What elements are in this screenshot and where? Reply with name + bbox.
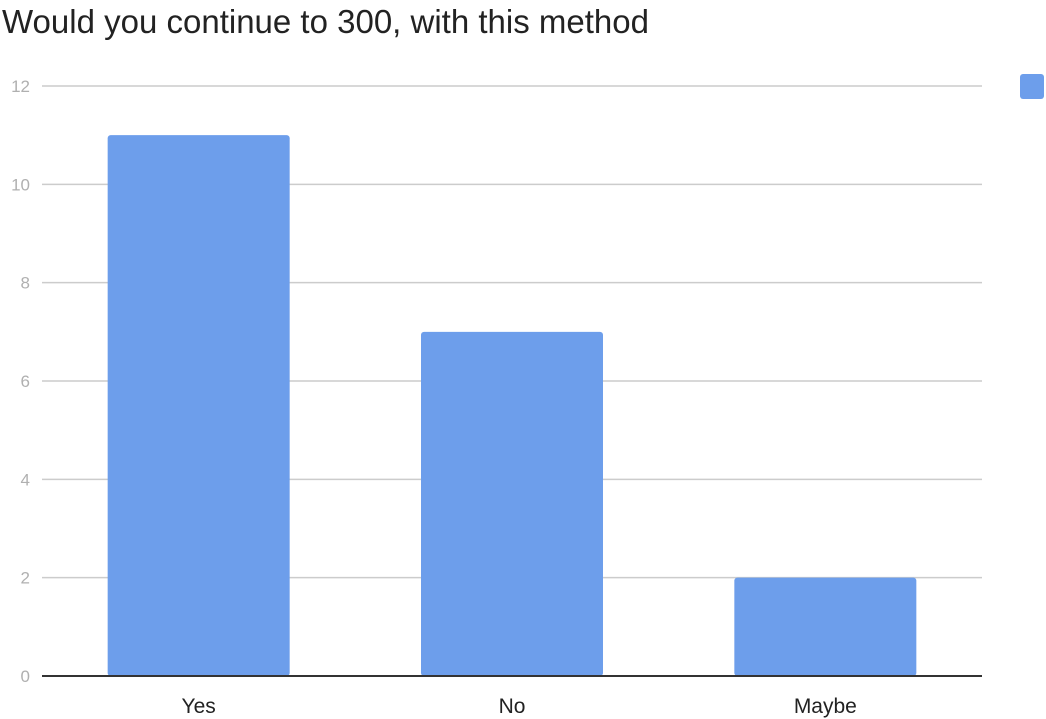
bar-maybe (734, 577, 917, 676)
x-axis-labels: Yes No Maybe (182, 695, 857, 718)
y-tick-label: 4 (21, 470, 30, 489)
legend-swatch (1020, 74, 1044, 99)
x-category-label: Maybe (794, 695, 857, 718)
y-tick-label: 8 (21, 274, 30, 293)
x-category-label: No (499, 695, 526, 718)
y-tick-label: 10 (11, 175, 30, 194)
bar-yes (107, 135, 290, 676)
bar-no (421, 331, 603, 676)
y-axis-ticks: 0 2 4 6 8 10 12 (11, 77, 30, 686)
y-tick-label: 6 (21, 372, 30, 391)
bars (107, 135, 917, 676)
y-tick-label: 0 (21, 667, 30, 686)
x-category-label: Yes (182, 695, 216, 718)
chart-title: Would you continue to 300, with this met… (2, 3, 649, 40)
y-tick-label: 2 (21, 569, 30, 588)
y-tick-label: 12 (11, 77, 30, 96)
